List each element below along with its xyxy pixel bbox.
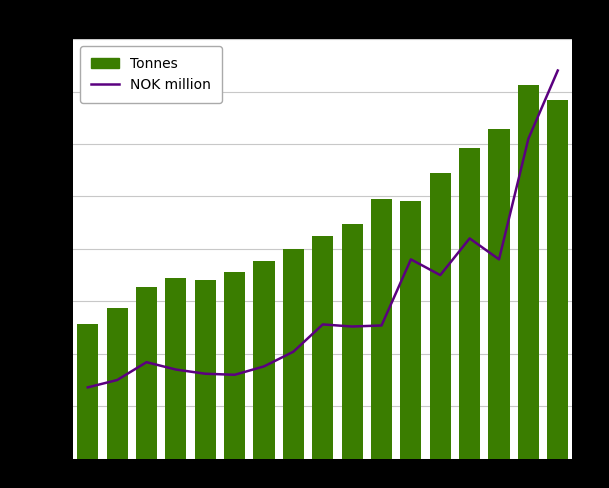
- Bar: [430, 173, 451, 459]
- Bar: [518, 85, 539, 459]
- Bar: [400, 201, 421, 459]
- Bar: [547, 100, 568, 459]
- Bar: [371, 199, 392, 459]
- Bar: [253, 262, 275, 459]
- Bar: [77, 325, 98, 459]
- Bar: [107, 307, 128, 459]
- Bar: [342, 224, 363, 459]
- Bar: [283, 249, 304, 459]
- Bar: [312, 236, 333, 459]
- Bar: [488, 129, 510, 459]
- Legend: Tonnes, NOK million: Tonnes, NOK million: [80, 46, 222, 103]
- Bar: [459, 148, 481, 459]
- Bar: [224, 272, 245, 459]
- Bar: [165, 278, 186, 459]
- Bar: [195, 280, 216, 459]
- Bar: [136, 286, 157, 459]
